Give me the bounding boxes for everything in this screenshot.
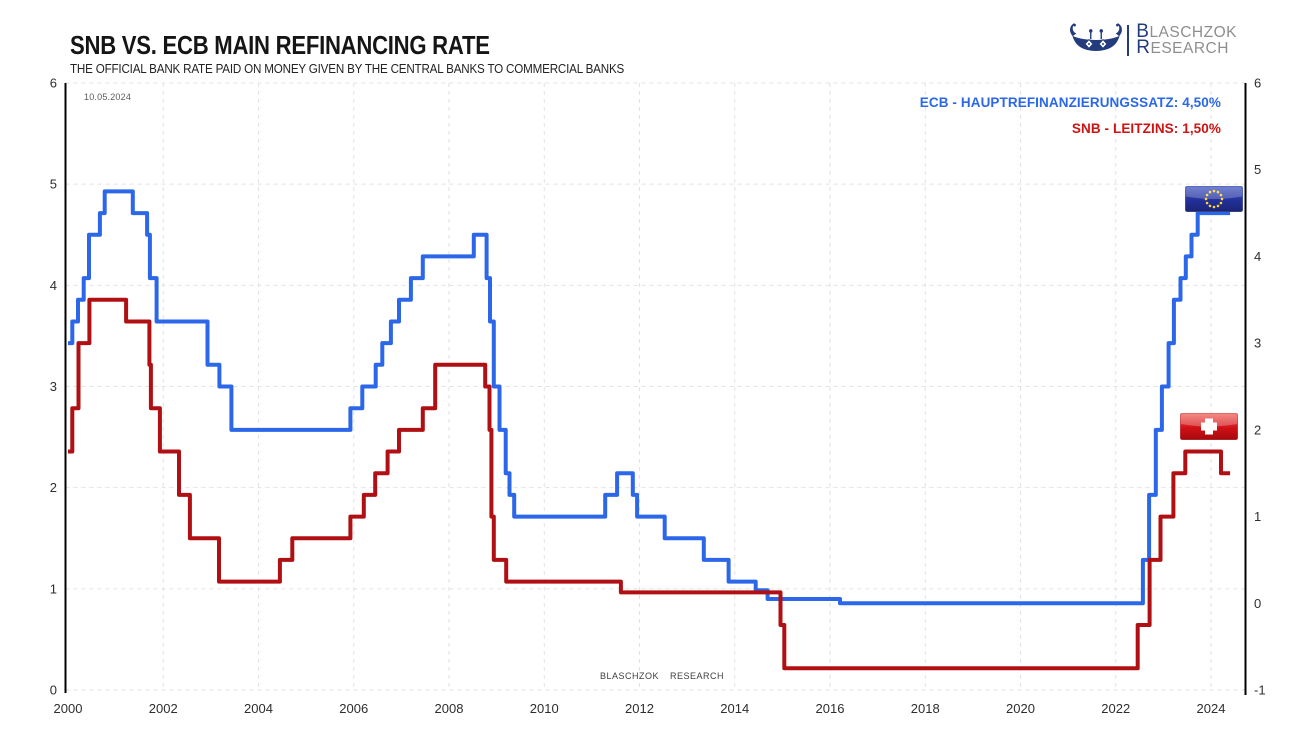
eu-star <box>1208 190 1212 194</box>
viking-ship-icon <box>1070 22 1123 51</box>
left-axis-tick-label: 1 <box>50 581 57 596</box>
x-axis-tick-label: 2022 <box>1101 701 1130 716</box>
x-axis-tick-label: 2018 <box>911 701 940 716</box>
legend: ECB - HAUPTREFINANZIERUNGSSATZ: 4,50% SN… <box>920 90 1221 142</box>
eu-star <box>1208 204 1212 208</box>
left-axis-tick-label: 6 <box>50 76 57 91</box>
date-annotation: 10.05.2024 <box>84 92 132 102</box>
right-axis-tick-label: 0 <box>1254 596 1261 611</box>
eu-star <box>1219 201 1223 205</box>
x-axis-tick-label: 2016 <box>816 701 845 716</box>
eu-star <box>1212 189 1216 193</box>
watermark: BLASCHZOK RESEARCH <box>600 671 725 681</box>
eu-star <box>1205 201 1209 205</box>
right-axis-tick-label: 4 <box>1254 249 1261 264</box>
ecb-series-line <box>68 189 1231 606</box>
right-axis-tick-label: 2 <box>1254 422 1261 437</box>
x-axis-tick-label: 2006 <box>339 701 368 716</box>
eu-star <box>1216 190 1220 194</box>
swiss-flag-icon <box>1180 413 1238 440</box>
x-axis-tick-label: 2010 <box>530 701 559 716</box>
left-axis-tick-label: 5 <box>50 177 57 192</box>
left-axis-tick-label: 2 <box>50 480 57 495</box>
page-subtitle: THE OFFICIAL BANK RATE PAID ON MONEY GIV… <box>70 62 625 76</box>
eu-star <box>1204 197 1208 201</box>
x-axis-tick-label: 2000 <box>54 701 83 716</box>
page-title: SNB VS. ECB MAIN REFINANCING RATE <box>70 30 490 60</box>
legend-item-snb: SNB - LEITZINS: 1,50% <box>1071 121 1221 136</box>
x-axis-tick-label: 2008 <box>435 701 464 716</box>
logo-divider <box>1127 24 1130 56</box>
snb-series-line <box>68 297 1231 671</box>
left-axis-tick-label: 4 <box>50 278 57 293</box>
eu-star <box>1212 205 1216 209</box>
x-axis-tick-label: 2024 <box>1197 701 1226 716</box>
right-axis-tick-label: 6 <box>1254 76 1261 91</box>
brand-logo: BLASCHZOK RESEARCH <box>1068 20 1237 60</box>
x-axis-tick-label: 2020 <box>1006 701 1035 716</box>
x-axis-tick-label: 2014 <box>720 701 749 716</box>
brand-line-2: RESEARCH <box>1136 37 1229 58</box>
eu-star <box>1219 193 1223 197</box>
right-axis-tick-label: 3 <box>1254 336 1261 351</box>
legend-item-ecb: ECB - HAUPTREFINANZIERUNGSSATZ: 4,50% <box>919 95 1221 110</box>
x-axis-tick-label: 2002 <box>149 701 178 716</box>
x-axis-tick-label: 2004 <box>244 701 273 716</box>
eu-star <box>1216 204 1220 208</box>
left-axis-tick-label: 3 <box>50 379 57 394</box>
eu-flag-icon <box>1185 186 1243 212</box>
right-axis-tick-label: -1 <box>1254 683 1266 698</box>
right-axis-tick-label: 1 <box>1254 509 1261 524</box>
x-axis-tick-label: 2012 <box>625 701 654 716</box>
right-axis-tick-label: 5 <box>1254 162 1261 177</box>
brand-line-1: BLASCHZOK <box>1136 20 1237 42</box>
left-axis-tick-label: 0 <box>50 683 57 698</box>
eu-star <box>1205 193 1209 197</box>
eu-star <box>1220 197 1224 201</box>
brand-name: BLASCHZOK RESEARCH <box>1136 20 1237 58</box>
